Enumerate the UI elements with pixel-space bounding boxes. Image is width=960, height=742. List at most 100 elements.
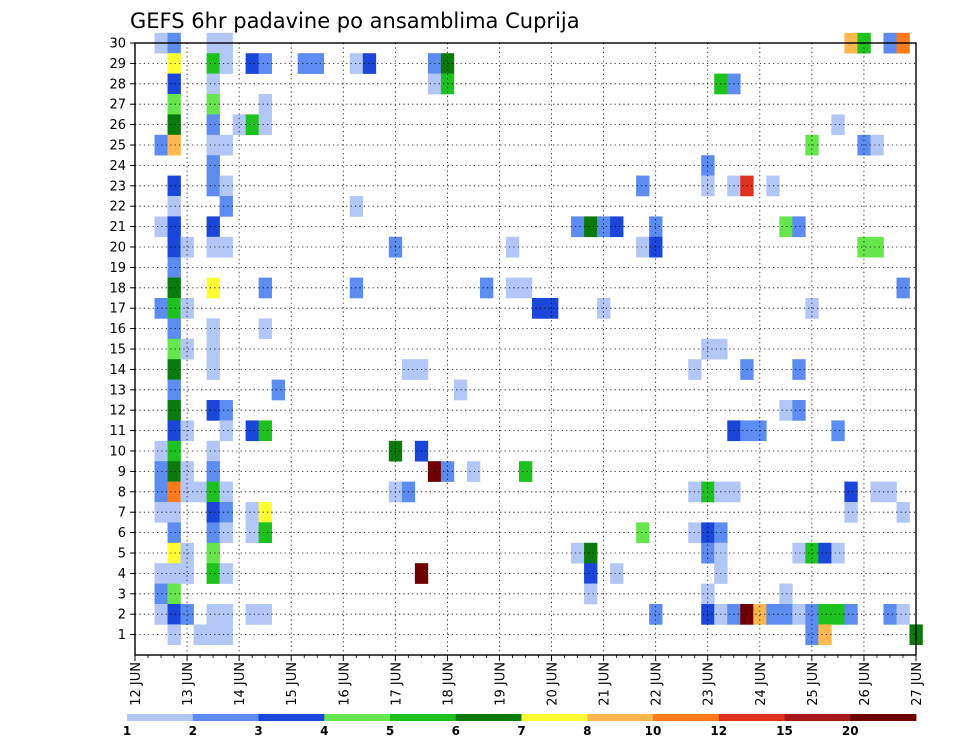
heatmap-cell bbox=[154, 134, 168, 156]
heatmap-cell bbox=[154, 563, 168, 584]
heatmap-cell bbox=[167, 583, 181, 605]
heatmap-cell bbox=[362, 53, 377, 74]
x-tick-label: 17 JUN bbox=[389, 662, 404, 706]
x-tick-label: 22 JUN bbox=[650, 662, 665, 706]
heatmap-cell bbox=[792, 216, 806, 238]
heatmap-cell bbox=[310, 53, 325, 74]
heatmap-cell bbox=[206, 461, 220, 482]
heatmap-cell bbox=[870, 236, 884, 258]
x-tick-label: 20 JUN bbox=[546, 662, 561, 706]
heatmap-cell bbox=[154, 298, 168, 319]
heatmap-cell bbox=[584, 583, 598, 605]
colorbar-segment bbox=[718, 714, 785, 721]
heatmap-cell bbox=[206, 216, 220, 238]
colorbar-segment bbox=[390, 714, 457, 721]
heatmap-cell bbox=[636, 522, 650, 544]
heatmap-cell bbox=[818, 604, 832, 625]
y-tick-label: 25 bbox=[109, 139, 126, 154]
colorbar-segment bbox=[455, 714, 522, 721]
colorbar-label: 3 bbox=[254, 724, 262, 738]
y-tick-label: 20 bbox=[109, 241, 126, 256]
heatmap-cell bbox=[649, 216, 663, 238]
heatmap-cell bbox=[167, 624, 181, 646]
y-tick-label: 10 bbox=[109, 445, 126, 460]
x-tick-label: 27 JUN bbox=[910, 662, 925, 706]
heatmap-cell bbox=[180, 236, 194, 258]
heatmap-cell bbox=[258, 94, 272, 115]
heatmap-cell bbox=[167, 502, 181, 523]
colorbar-segment bbox=[784, 714, 851, 721]
x-tick-label: 12 JUN bbox=[129, 662, 144, 706]
heatmap-cell bbox=[154, 583, 168, 605]
y-tick-label: 22 bbox=[109, 200, 126, 215]
colorbar-label: 7 bbox=[517, 724, 525, 738]
heatmap-cell bbox=[193, 624, 207, 646]
heatmap-cell bbox=[206, 522, 220, 544]
chart-title: GEFS 6hr padavine po ansamblima Cuprija bbox=[130, 9, 580, 33]
heatmap-cell bbox=[584, 216, 598, 238]
y-tick-label: 6 bbox=[118, 526, 126, 541]
heatmap-cell bbox=[206, 236, 220, 258]
heatmap-cell bbox=[193, 481, 207, 503]
heatmap-cell bbox=[518, 277, 533, 299]
heatmap-cell bbox=[271, 379, 285, 401]
y-tick-label: 11 bbox=[109, 424, 126, 439]
colorbar-segment bbox=[850, 714, 917, 721]
heatmap-cell bbox=[180, 563, 194, 584]
heatmap-cell bbox=[206, 359, 220, 380]
heatmap-cell bbox=[597, 298, 611, 319]
heatmap-cell bbox=[154, 604, 168, 625]
heatmap-cell bbox=[219, 481, 233, 503]
heatmap-cell bbox=[219, 196, 233, 217]
heatmap-cells bbox=[154, 32, 923, 646]
heatmap-cell bbox=[180, 542, 194, 564]
heatmap-cell bbox=[206, 604, 220, 625]
heatmap-cell bbox=[245, 114, 259, 136]
colorbar-label: 2 bbox=[189, 724, 197, 738]
x-tick-label: 13 JUN bbox=[181, 662, 196, 706]
heatmap-cell bbox=[206, 563, 220, 584]
heatmap-cell bbox=[245, 420, 259, 442]
heatmap-cell bbox=[545, 298, 559, 319]
y-tick-label: 26 bbox=[109, 118, 126, 133]
colorbar-segment bbox=[521, 714, 588, 721]
colorbar-segment bbox=[324, 714, 391, 721]
y-tick-label: 27 bbox=[109, 98, 126, 113]
heatmap-cell bbox=[167, 175, 181, 197]
y-tick-label: 15 bbox=[109, 343, 126, 358]
heatmap-cell bbox=[779, 216, 793, 238]
x-tick-label: 26 JUN bbox=[858, 662, 873, 706]
colorbar-segment bbox=[653, 714, 720, 721]
heatmap-cell bbox=[206, 53, 220, 74]
heatmap-cell bbox=[258, 502, 272, 523]
y-tick-label: 28 bbox=[109, 77, 126, 92]
heatmap-cell bbox=[167, 318, 181, 340]
y-tick-label: 1 bbox=[118, 628, 126, 643]
heatmap-cell bbox=[206, 481, 220, 503]
heatmap-cell bbox=[610, 563, 624, 584]
y-axis: 1234567891011121314151617181920212223242… bbox=[109, 37, 135, 643]
heatmap-cell bbox=[154, 502, 168, 523]
heatmap-cell bbox=[779, 400, 793, 421]
colorbar-segment bbox=[192, 714, 259, 721]
heatmap-cell bbox=[219, 624, 233, 646]
y-tick-label: 7 bbox=[118, 506, 126, 521]
colorbar-label: 6 bbox=[452, 724, 460, 738]
heatmap-cell bbox=[206, 175, 220, 197]
heatmap-cell bbox=[167, 563, 181, 584]
y-tick-label: 29 bbox=[109, 57, 126, 72]
x-tick-label: 24 JUN bbox=[754, 662, 769, 706]
heatmap-cell bbox=[649, 604, 663, 625]
heatmap-cell bbox=[584, 563, 598, 584]
heatmap-cell bbox=[466, 461, 481, 482]
heatmap-cell bbox=[349, 53, 364, 74]
heatmap-cell bbox=[167, 277, 181, 299]
colorbar-segment bbox=[127, 714, 194, 721]
heatmap-cell bbox=[636, 236, 650, 258]
heatmap-cell bbox=[766, 175, 780, 197]
heatmap-cell bbox=[870, 481, 884, 503]
heatmap-cell bbox=[206, 114, 220, 136]
y-tick-label: 21 bbox=[109, 220, 126, 235]
heatmap-cell bbox=[219, 502, 233, 523]
heatmap-cell bbox=[518, 461, 533, 482]
